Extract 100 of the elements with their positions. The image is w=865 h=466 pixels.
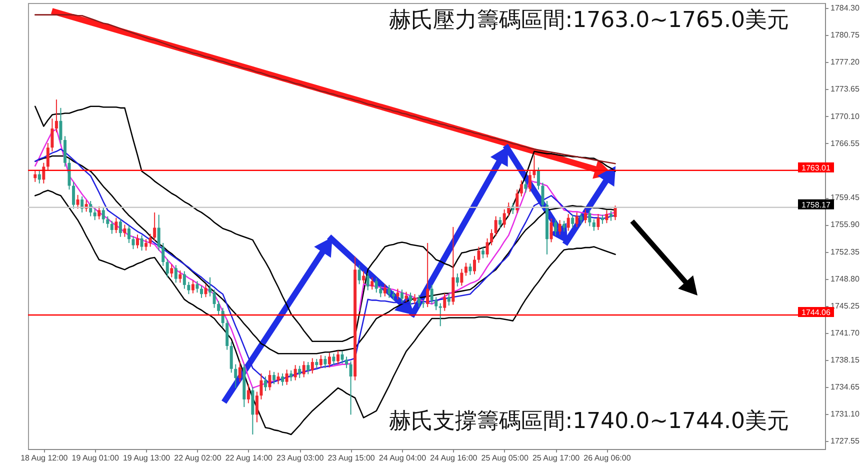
candlestick — [554, 218, 558, 236]
candlestick — [46, 142, 50, 171]
line-series — [34, 106, 616, 342]
candlestick — [246, 384, 250, 404]
candlestick — [328, 352, 331, 368]
candlestick — [136, 234, 140, 249]
candlestick — [324, 355, 327, 369]
candlestick — [609, 210, 612, 222]
candlestick — [404, 291, 408, 302]
candlestick — [178, 270, 182, 284]
candlestick — [153, 212, 156, 242]
x-tick-label: 25 Aug 17:00 — [532, 454, 580, 462]
x-tick-label: 24 Aug 04:00 — [378, 454, 427, 462]
candlestick — [221, 307, 224, 328]
candlestick — [196, 280, 199, 294]
candlestick — [370, 276, 374, 290]
candlestick — [294, 364, 297, 381]
candlestick — [383, 284, 386, 297]
candlestick — [272, 371, 276, 385]
candlestick — [226, 320, 229, 350]
ref-line-label: 1744.06 — [802, 308, 832, 318]
candlestick — [388, 284, 391, 298]
candlestick — [315, 358, 318, 370]
candlestick — [392, 290, 395, 301]
candlestick — [571, 214, 574, 228]
candlestick — [614, 205, 617, 221]
ref-line-label: 1758.17 — [802, 200, 832, 210]
candlestick — [63, 136, 66, 168]
candlestick — [68, 158, 71, 190]
candlestick — [426, 242, 430, 308]
candlestick — [118, 218, 122, 238]
x-tick-label: 19 Aug 13:00 — [122, 454, 171, 462]
y-tick-label: 1770.10 — [830, 112, 860, 121]
x-tick-label: 19 Aug 01:00 — [72, 454, 120, 462]
annotation: 赫氏支撐籌碼區間:1740.0~1744.0美元 — [388, 408, 790, 436]
candlestick — [468, 263, 472, 276]
candlestick — [234, 364, 238, 388]
candlestick — [400, 289, 404, 303]
candlestick — [418, 294, 421, 308]
candlestick — [102, 206, 105, 224]
candlestick — [345, 356, 348, 369]
candlestick — [520, 180, 523, 197]
candlestick — [498, 216, 502, 229]
x-tick-label: 23 Aug 03:00 — [276, 454, 324, 462]
candlestick — [494, 216, 498, 237]
y-tick-label: 1777.20 — [830, 58, 860, 67]
candlestick — [310, 358, 314, 374]
candlestick — [114, 217, 118, 234]
candlestick — [592, 218, 596, 232]
candlestick — [605, 210, 608, 224]
candlestick — [472, 255, 476, 275]
candlestick — [34, 170, 37, 182]
y-tick-label: 1731.10 — [830, 409, 860, 418]
candlestick — [524, 180, 528, 194]
y-tick-label: 1734.65 — [830, 382, 860, 392]
candlestick — [76, 194, 80, 210]
candlestick — [59, 107, 62, 144]
candlestick — [42, 162, 46, 184]
candlestick — [281, 372, 284, 386]
candlestick — [285, 369, 288, 386]
candlestick — [413, 294, 416, 305]
candlestick — [204, 284, 208, 298]
candlestick — [302, 360, 306, 378]
y-tick-label: 1738.15 — [830, 356, 860, 365]
candlestick — [106, 216, 110, 228]
ref-line-label: 1763.01 — [802, 163, 832, 172]
candlestick — [584, 208, 587, 224]
candlestick — [298, 365, 302, 379]
candlestick — [409, 292, 412, 306]
candlestick — [157, 214, 160, 252]
candlestick — [93, 208, 96, 221]
candlestick — [200, 285, 203, 298]
candlestick — [182, 270, 186, 290]
candlestick — [447, 294, 450, 306]
candlestick — [162, 242, 165, 266]
candlestick — [260, 372, 263, 400]
candlestick — [588, 210, 592, 227]
y-tick-label: 1773.65 — [830, 84, 860, 94]
x-tick-label: 23 Aug 15:00 — [328, 454, 376, 462]
candlestick — [255, 391, 258, 423]
candlestick — [516, 189, 519, 214]
candlestick — [562, 220, 566, 232]
x-tick-label: 25 Aug 05:00 — [481, 454, 529, 462]
candlestick — [438, 302, 442, 327]
candlestick — [379, 285, 382, 298]
y-tick-label: 1741.70 — [830, 328, 860, 338]
y-tick-label: 1752.35 — [830, 247, 860, 256]
candlestick — [170, 264, 174, 278]
candlestick — [319, 354, 322, 369]
candlestick — [38, 170, 41, 184]
candlestick — [144, 238, 148, 252]
candlestick — [276, 372, 280, 385]
candlestick — [575, 212, 578, 228]
candlestick — [430, 284, 434, 305]
x-tick-label: 24 Aug 16:00 — [430, 454, 478, 462]
x-tick-label: 18 Aug 12:00 — [20, 454, 68, 462]
candlestick — [306, 362, 310, 375]
candlestick — [187, 281, 190, 295]
candlestick — [123, 224, 126, 238]
annotation: 赫氏壓力籌碼區間:1763.0~1765.0美元 — [388, 7, 790, 35]
